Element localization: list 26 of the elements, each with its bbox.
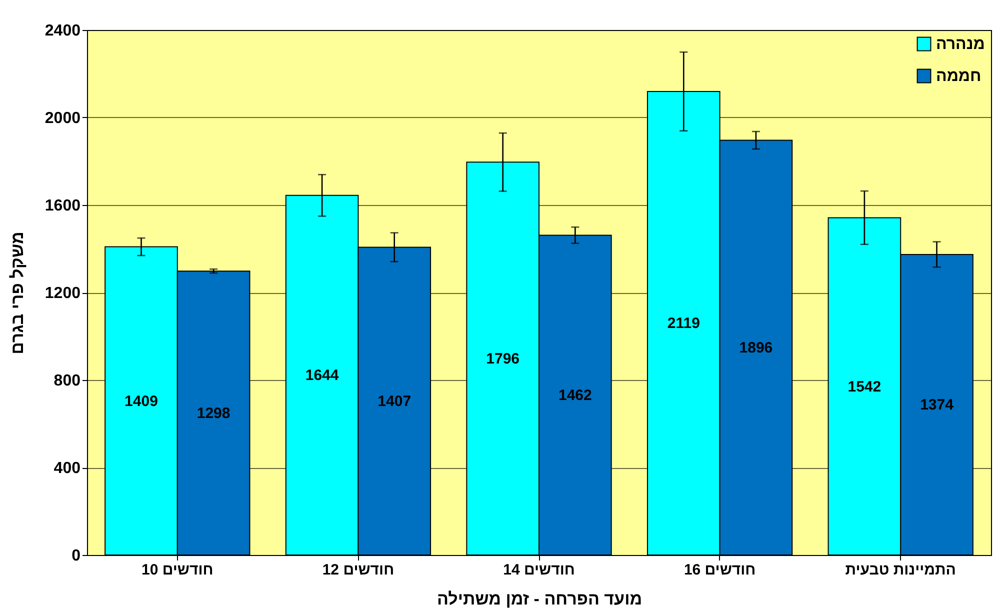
y-tick-label: 1600 <box>44 198 81 214</box>
x-axis-title: מועד הפרחה - זמן משתילה <box>436 590 642 608</box>
y-tick-label: 0 <box>72 548 81 564</box>
y-tick-label: 2400 <box>44 22 81 40</box>
legend-label: חממה <box>936 68 982 85</box>
y-tick-label: 1200 <box>44 285 81 302</box>
data-label: 1374 <box>920 396 954 414</box>
x-tick-label: התמיינות טבעית <box>845 562 956 578</box>
data-label: 1542 <box>848 378 882 396</box>
x-tick-label: 14 חודשים <box>503 562 575 578</box>
data-label: 2119 <box>667 315 700 332</box>
x-tick-label: 16 חודשים <box>684 562 756 578</box>
y-tick-label: 2000 <box>44 110 81 127</box>
data-label: 1796 <box>486 350 520 368</box>
data-label: 1409 <box>124 392 158 410</box>
legend-label: מנהרה <box>936 36 985 53</box>
y-tick-label: 400 <box>54 460 81 477</box>
data-label: 1407 <box>378 393 412 410</box>
x-tick-label: 12 חודשים <box>322 562 394 578</box>
data-label: 1896 <box>739 340 773 357</box>
data-label: 1462 <box>558 387 592 404</box>
x-tick-label: 10 חודשים <box>142 562 214 578</box>
data-label: 1298 <box>196 405 230 422</box>
y-axis-title: משקל פרי בגרם <box>8 232 27 354</box>
y-tick-label: 800 <box>54 372 81 390</box>
data-label: 1644 <box>305 367 340 384</box>
